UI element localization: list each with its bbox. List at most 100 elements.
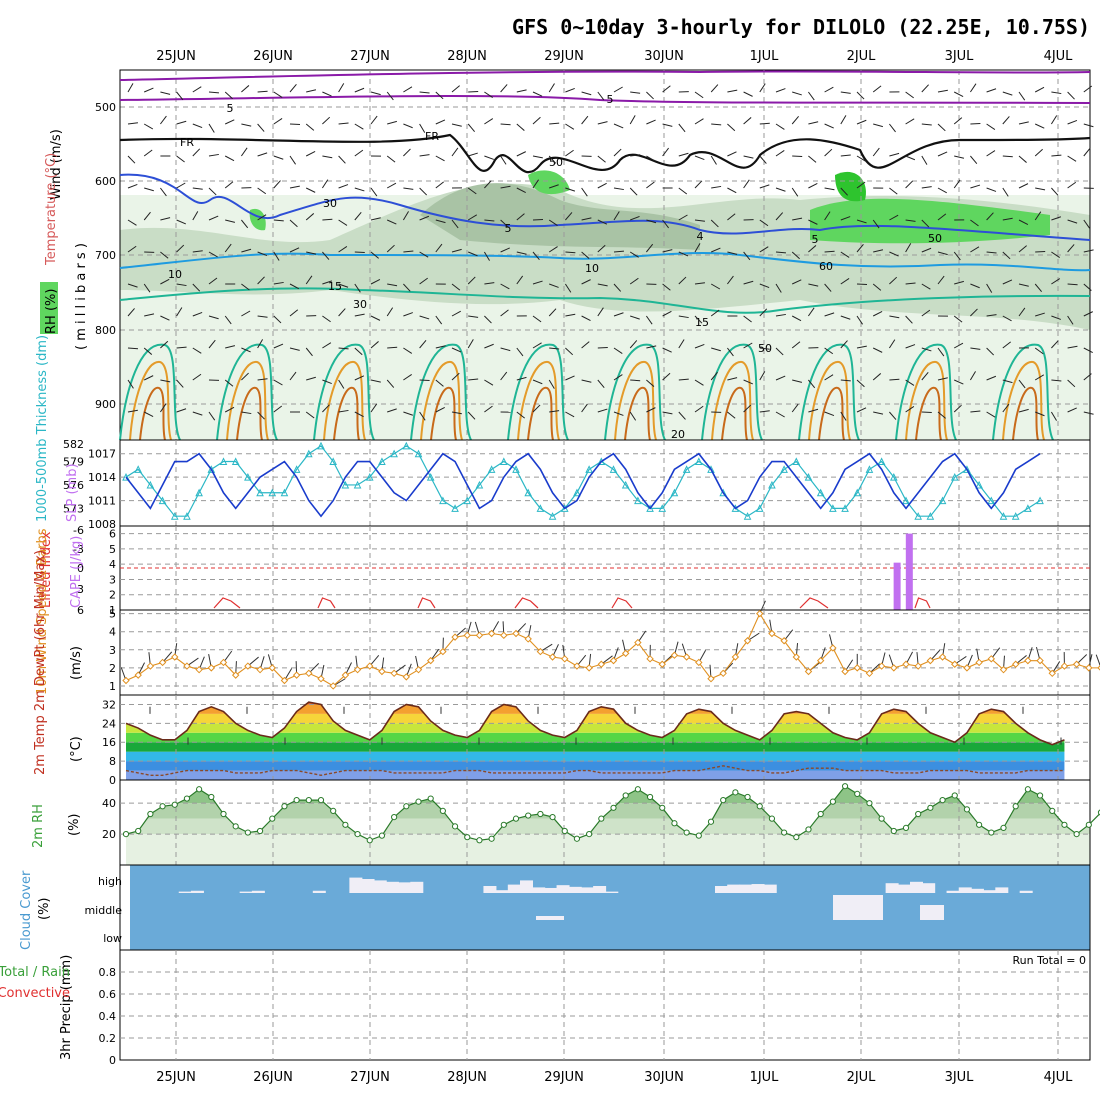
wind-barb [630,379,641,382]
wind-barb [856,181,866,189]
wind-barb [807,91,815,101]
precip-legend-total: Total / Rain [0,965,70,980]
rh2m-point [220,810,227,818]
wind-barb [354,123,364,130]
freezing-level-contour [119,133,1091,174]
contour-label: 30 [323,197,337,210]
wind-barb [322,91,332,97]
wind-barb [208,187,217,196]
wind-barb [921,372,929,381]
wind-barb [435,155,445,162]
wind-barb [386,155,396,163]
temp-contour-25-lobe [808,361,851,441]
wind10m-point [719,669,727,678]
cloud-high-gap [995,887,1009,893]
wind-barb [953,179,961,189]
wind-barb [257,90,268,93]
wind-barb [678,378,689,381]
wind-barb [856,155,866,162]
rh2m-point [159,803,166,810]
wind-barb [532,251,540,260]
thickness-point [890,473,898,481]
wind-barb [160,187,167,197]
cloud-high-gap [922,883,936,893]
rh2m-point [951,792,958,799]
wind10m-point [317,675,325,683]
slp-ylabels: 1000-500mb Thickness (dm) SLP (mb) [35,335,80,522]
temp-contour-minus5 [119,94,1091,104]
wind-barb [743,179,750,189]
wind-barb [484,219,495,222]
wind-barb [1002,155,1013,158]
wind-barb [403,123,413,129]
wind10m-point [780,637,788,645]
wind10m-point [792,653,801,661]
rh2m-point [269,815,276,822]
temp-band [126,761,1065,771]
thickness-point [829,504,837,512]
wind10m-point [1036,656,1044,665]
wind-barb [840,187,848,196]
wind-barb [241,248,252,253]
thickness-point [768,480,776,489]
rh2m-point [342,821,349,828]
wind-barb [856,119,867,125]
wind-barb [824,411,835,417]
thickness-point [548,512,557,520]
wind-barb [127,219,137,226]
cloud-high-gap [349,877,363,893]
wind-barb [1067,119,1078,125]
wind-barb [581,251,590,259]
wind-barb [500,123,511,126]
wind-barb [581,341,590,349]
thickness-point [475,480,484,489]
wind10m-point [487,629,496,638]
thickness-point [999,512,1008,520]
wind-barb [370,379,381,383]
rh2m-point [939,796,946,804]
precip-tick: 0.8 [99,966,117,979]
rh2m-point [451,823,459,830]
slp-label: SLP (mb) [65,463,80,522]
wind-barb [160,315,170,321]
cape-bar [893,562,901,610]
date-label-bottom: 29JUN [544,1070,584,1085]
thickness-point [292,465,301,473]
wind-barb [500,155,507,165]
wind10m-ylabels: 10m Wind Speed & Barbs (m/s) [35,528,84,695]
contour-label: 5 [505,222,512,235]
wind-barb [321,179,329,189]
wind10m-point [609,656,618,665]
wind-barb [1002,91,1013,96]
wind-barb [824,86,834,93]
wind-barb [1018,91,1026,101]
wind-tick: 5 [109,608,116,621]
wind-barb [305,411,315,419]
rh2m-point [281,803,288,810]
wind-barb [694,405,704,413]
wind-barb [224,243,232,253]
wind-barb [840,216,851,221]
slp-frame [119,439,1091,527]
rh2m-point [293,796,300,804]
wind-barb [889,315,900,319]
wind-barb [646,219,657,224]
contour-label: 10 [168,268,182,281]
rh2m-point [805,826,812,833]
wind-tick: 1 [109,680,116,693]
wind-barb [370,115,378,125]
wind-barb [646,91,654,100]
wind-barb [451,219,459,229]
date-label-top: 3JUL [945,49,975,64]
cloud-high-gap [520,880,533,893]
wind-barb [775,149,785,157]
wind-barb [305,213,315,221]
wind-barb [581,187,588,197]
thickness-point [780,465,788,473]
wind-barb [986,187,997,192]
temp-contour-30-lobe [915,386,942,441]
wind-barb [921,309,931,317]
temp-tick: 24 [102,717,116,730]
wind-barb [451,248,462,253]
thickness-point [975,480,983,489]
